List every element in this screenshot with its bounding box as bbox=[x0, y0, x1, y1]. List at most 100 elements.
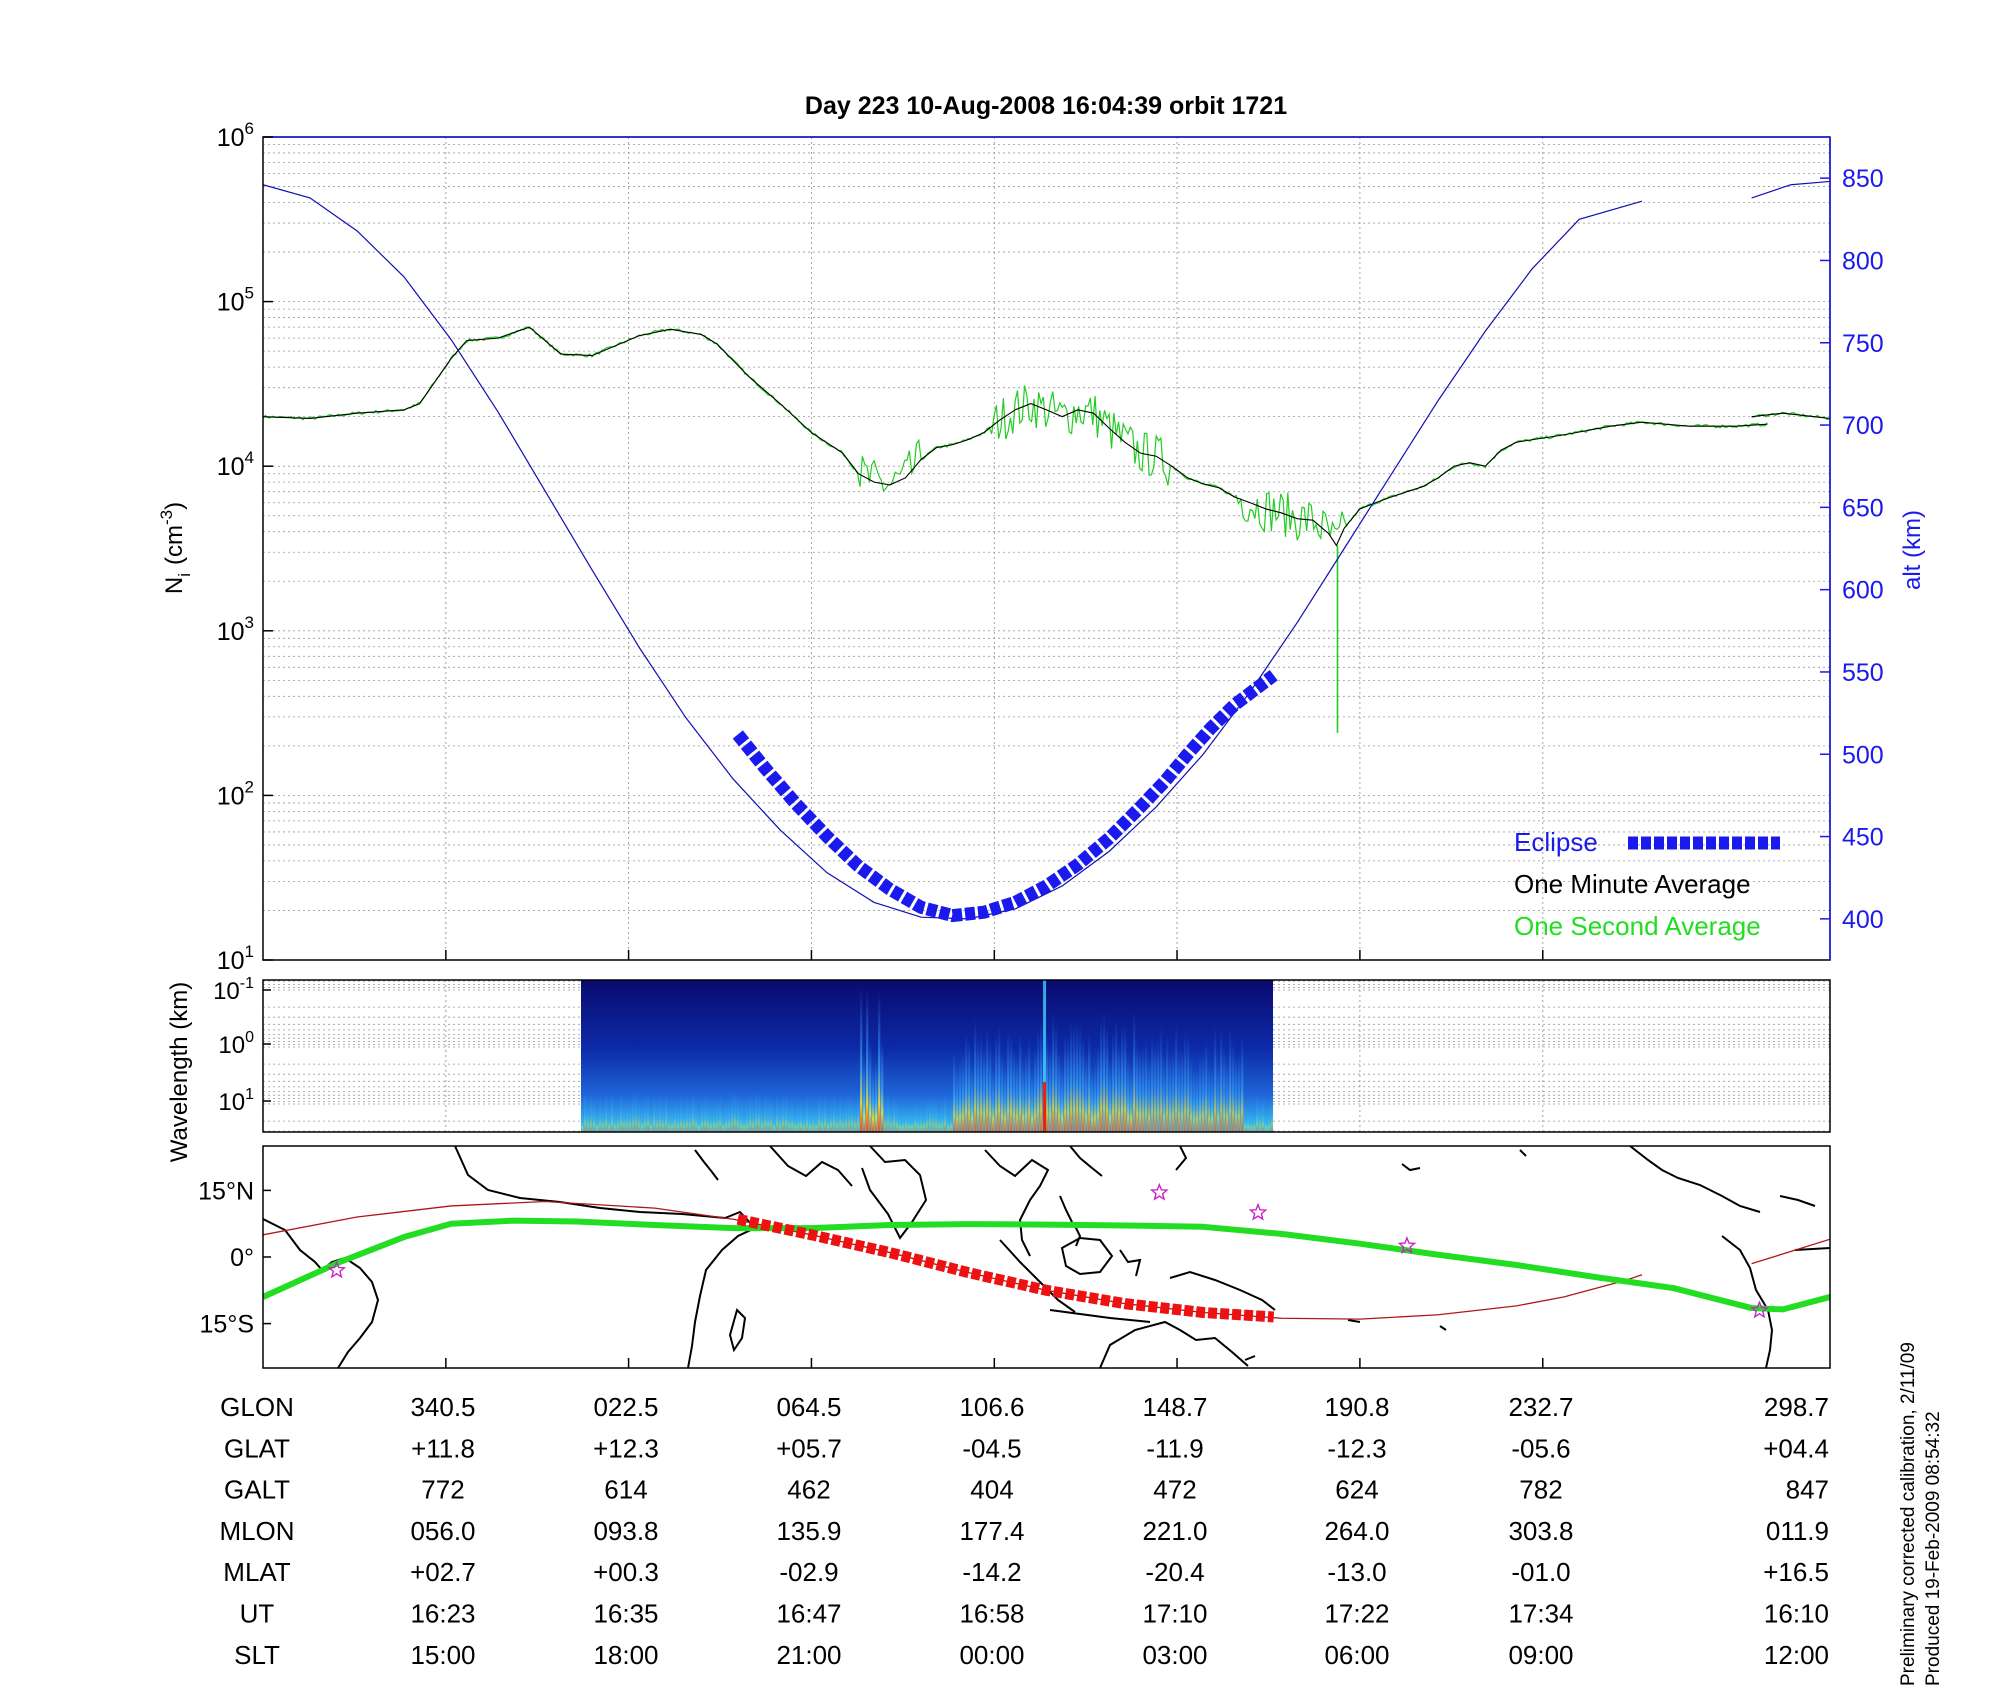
spectrogram-streak bbox=[938, 1104, 941, 1132]
density-y-tick-label: 103 bbox=[217, 613, 254, 646]
spectrogram-streak bbox=[866, 988, 869, 1132]
spectrogram-streak bbox=[884, 1097, 887, 1132]
coastlines bbox=[263, 1146, 1830, 1368]
spectrogram-streak bbox=[776, 1093, 779, 1132]
spectrogram-streak bbox=[1184, 1031, 1187, 1132]
spectrogram-streak bbox=[698, 1111, 701, 1132]
spectrogram-streak bbox=[680, 1097, 683, 1132]
spectrogram-streak bbox=[590, 1093, 593, 1132]
spectrogram-streak bbox=[626, 1097, 629, 1132]
spectrogram-streak bbox=[863, 1056, 866, 1132]
spectrogram-streak bbox=[989, 1041, 992, 1132]
spectrogram-streak bbox=[674, 1099, 677, 1132]
spectrogram-streak bbox=[635, 1089, 638, 1132]
density-grid bbox=[263, 144, 1830, 961]
table-cell: 093.8 bbox=[593, 1516, 658, 1546]
spectrogram-streak bbox=[878, 990, 881, 1132]
spectrogram-streak bbox=[737, 1094, 740, 1132]
spectrogram-streak bbox=[923, 1106, 926, 1132]
spectrogram-streak bbox=[1043, 1082, 1047, 1132]
map-tracks bbox=[263, 1182, 1830, 1323]
spectrogram-streak bbox=[821, 1099, 824, 1132]
spectrogram-streak bbox=[611, 1089, 614, 1132]
table-cell: 064.5 bbox=[776, 1392, 841, 1422]
spectrogram-streak bbox=[638, 1097, 641, 1132]
spectrogram-streak bbox=[797, 1103, 800, 1132]
density-y-tick-label: 105 bbox=[217, 284, 254, 317]
spectrogram-streak bbox=[1067, 1034, 1070, 1132]
spectrogram-streak bbox=[1169, 1053, 1172, 1132]
spectrogram-streak bbox=[890, 1102, 893, 1132]
table-cell: +11.8 bbox=[411, 1433, 475, 1463]
table-row-label: UT bbox=[240, 1599, 275, 1629]
table-cell: +04.4 bbox=[1763, 1433, 1829, 1463]
spectrogram-streak bbox=[857, 1092, 860, 1132]
footnote-line-2: Produced 19-Feb-2009 08:54:32 bbox=[1923, 1411, 1944, 1686]
map-frame bbox=[262, 1145, 1831, 1369]
table-cell: 16:23 bbox=[410, 1599, 475, 1629]
spectrogram-panel: 10-1 100 101 Wavelength (km) bbox=[166, 975, 1831, 1162]
spectrogram-streak bbox=[941, 1101, 944, 1132]
spectrogram-streak bbox=[848, 1093, 851, 1132]
spectrogram-streak bbox=[1268, 1108, 1271, 1132]
altitude-y-tick-label: 750 bbox=[1842, 330, 1884, 358]
altitude-y-tick-label: 400 bbox=[1842, 906, 1884, 934]
spectrogram-streak bbox=[833, 1092, 836, 1132]
spectrogram-streak bbox=[1241, 1034, 1244, 1132]
spectrogram-streak bbox=[1070, 1020, 1073, 1132]
spectrogram-streak bbox=[671, 1105, 674, 1132]
spectrogram-streak bbox=[1001, 1053, 1004, 1132]
spectrogram-streak bbox=[623, 1100, 626, 1132]
spectrogram-streak bbox=[1148, 1057, 1151, 1132]
spectrogram-y-ticks: 10-1 100 101 bbox=[213, 975, 271, 1116]
spectrogram-streak bbox=[749, 1093, 752, 1132]
spectrogram-streak bbox=[1016, 1056, 1019, 1132]
spectrogram-streak bbox=[839, 1095, 842, 1132]
table-cell: -12.3 bbox=[1327, 1433, 1386, 1463]
footprint-track bbox=[1751, 1238, 1830, 1265]
spectrogram-streak bbox=[926, 1097, 929, 1132]
spectrogram-streak bbox=[992, 1069, 995, 1132]
spectrogram-streak bbox=[914, 1101, 917, 1132]
spectrogram-streak bbox=[665, 1090, 668, 1132]
table-cell: 614 bbox=[604, 1475, 647, 1505]
spectrogram-streak bbox=[1094, 1062, 1097, 1132]
one-minute-series bbox=[263, 326, 1768, 547]
star-marker bbox=[327, 1260, 347, 1279]
spectrogram-streak bbox=[707, 1098, 710, 1132]
spectrogram-streak bbox=[881, 1039, 884, 1132]
table-cell: -05.6 bbox=[1511, 1433, 1570, 1463]
spectrogram-streak bbox=[995, 1032, 998, 1132]
spectrogram-streak bbox=[629, 1097, 632, 1132]
spectrogram-streak bbox=[1112, 1032, 1115, 1132]
spectrogram-streak bbox=[593, 1097, 596, 1132]
table-row-label: GLON bbox=[220, 1392, 294, 1422]
altitude-y-tick-label: 500 bbox=[1842, 741, 1884, 769]
chart-title: Day 223 10-Aug-2008 16:04:39 orbit 1721 bbox=[805, 92, 1287, 120]
one-minute-series bbox=[1751, 412, 1830, 420]
spectrogram-streak bbox=[1130, 1066, 1133, 1132]
spectrogram-streak bbox=[902, 1110, 905, 1132]
density-y-tick-label: 101 bbox=[217, 942, 254, 975]
spectrogram-streak bbox=[746, 1101, 749, 1132]
table-cell: +16.5 bbox=[1763, 1557, 1829, 1587]
table-cell: 17:10 bbox=[1142, 1599, 1207, 1629]
spectrogram-streak bbox=[752, 1100, 755, 1132]
spectrogram-streak bbox=[836, 1103, 839, 1132]
table-cell: 09:00 bbox=[1508, 1640, 1573, 1670]
table-row-label: MLON bbox=[219, 1516, 294, 1546]
spectrogram-streak bbox=[779, 1102, 782, 1132]
star-marker bbox=[1397, 1235, 1417, 1254]
table-cell: +12.3 bbox=[593, 1433, 659, 1463]
spectrogram-streak bbox=[1073, 1021, 1076, 1132]
spectrogram-streak bbox=[695, 1100, 698, 1132]
altitude-y-tick-label: 450 bbox=[1842, 824, 1884, 852]
spectrogram-streak bbox=[1205, 1037, 1208, 1132]
spectrogram-streak bbox=[662, 1102, 665, 1132]
spectrogram-streak bbox=[1262, 1095, 1265, 1132]
spectrogram-streak bbox=[818, 1093, 821, 1132]
star-marker bbox=[1149, 1182, 1169, 1201]
spectrogram-streak bbox=[800, 1102, 803, 1132]
spectrogram-streak bbox=[1019, 1033, 1022, 1132]
spectrogram-streak bbox=[1034, 1046, 1037, 1132]
